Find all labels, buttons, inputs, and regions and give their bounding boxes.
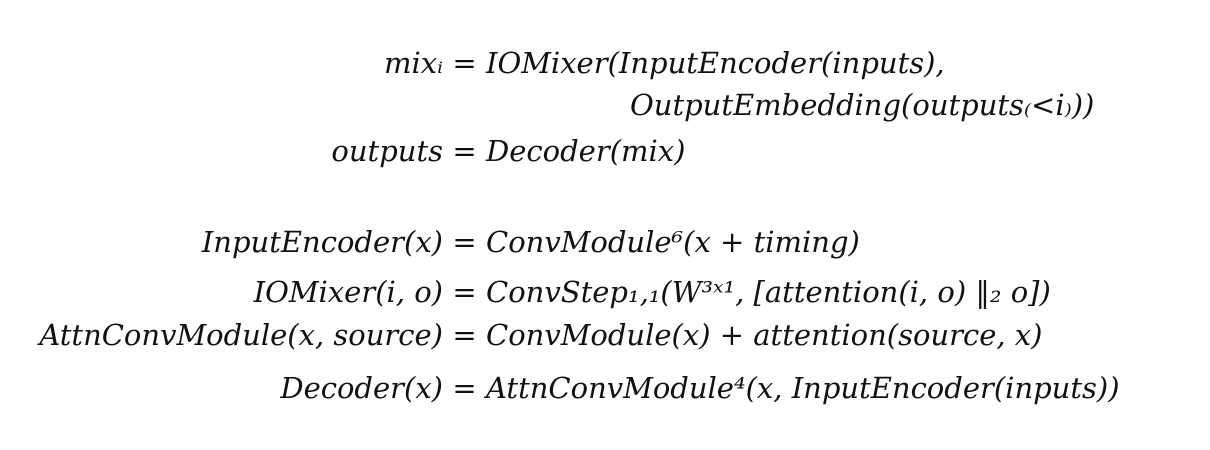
equals-sign: = bbox=[452, 46, 477, 80]
equation-rhs: OutputEmbedding(outputs₍<i₎)) bbox=[630, 88, 1095, 122]
equation-rhs: ConvModule⁶(x + timing) bbox=[486, 225, 860, 259]
equation-rhs: ConvStep₁,₁(W³ˣ¹, [attention(i, o) ‖₂ o]… bbox=[486, 275, 1051, 309]
equation-lhs: AttnConvModule(x, source) bbox=[39, 318, 443, 352]
equals-sign: = bbox=[452, 371, 477, 405]
equals-sign: = bbox=[452, 225, 477, 259]
equation-lhs: IOMixer(i, o) bbox=[253, 275, 443, 309]
equation-rhs: IOMixer(InputEncoder(inputs), bbox=[486, 46, 945, 80]
equation-row-outputs: outputs = Decoder(mix) bbox=[0, 126, 1210, 176]
equation-row-io-mixer: IOMixer(i, o) = ConvStep₁,₁(W³ˣ¹, [atten… bbox=[0, 267, 1210, 317]
equation-lhs: InputEncoder(x) bbox=[201, 225, 443, 259]
equation-lhs: mixᵢ bbox=[384, 46, 443, 80]
equation-row-input-encoder: InputEncoder(x) = ConvModule⁶(x + timing… bbox=[0, 217, 1210, 267]
equation-lhs: outputs bbox=[331, 134, 443, 168]
equation-row-attn-conv-module: AttnConvModule(x, source) = ConvModule(x… bbox=[0, 310, 1210, 360]
equation-row-mix: mixᵢ = IOMixer(InputEncoder(inputs), bbox=[0, 38, 1210, 88]
equation-row-decoder: Decoder(x) = AttnConvModule⁴(x, InputEnc… bbox=[0, 363, 1210, 413]
equation-rhs: Decoder(mix) bbox=[486, 134, 686, 168]
equation-lhs: Decoder(x) bbox=[280, 371, 443, 405]
equation-rhs: ConvModule(x) + attention(source, x) bbox=[486, 318, 1043, 352]
equals-sign: = bbox=[452, 318, 477, 352]
equation-rhs: AttnConvModule⁴(x, InputEncoder(inputs)) bbox=[486, 371, 1120, 405]
equals-sign: = bbox=[452, 134, 477, 168]
equals-sign: = bbox=[452, 275, 477, 309]
equation-row-mix-continuation: OutputEmbedding(outputs₍<i₎)) bbox=[0, 80, 1210, 130]
